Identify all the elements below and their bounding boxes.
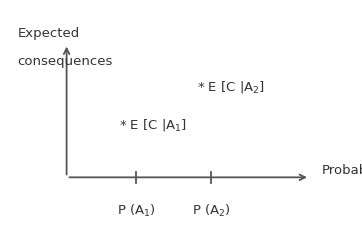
Text: * E [C |A$_1$]: * E [C |A$_1$] [119, 117, 187, 133]
Text: P (A$_2$): P (A$_2$) [192, 203, 231, 219]
Text: P (A$_1$): P (A$_1$) [117, 203, 156, 219]
Text: consequences: consequences [17, 55, 113, 68]
Text: Expected: Expected [17, 28, 80, 41]
Text: Probability: Probability [321, 164, 362, 177]
Text: * E [C |A$_2$]: * E [C |A$_2$] [197, 79, 265, 95]
